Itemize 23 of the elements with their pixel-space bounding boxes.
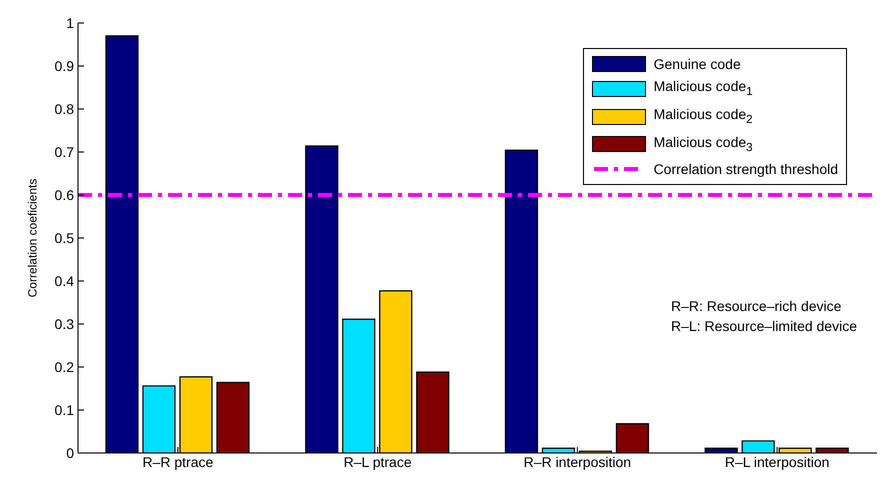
- y-tick-label: 0.6: [54, 186, 74, 203]
- y-tick-label: 0: [66, 444, 74, 461]
- y-tick-label: 1: [66, 14, 74, 31]
- legend-label: Malicious code$_{1}$: [654, 77, 753, 100]
- y-tick-label: 0.7: [54, 144, 74, 160]
- y-tick-label: 0.9: [54, 58, 74, 74]
- y-tick-label: 0.5: [54, 230, 74, 246]
- x-tick-label: R–R interposition: [524, 454, 632, 470]
- annotation: R–R: Resource–rich device: [671, 297, 842, 316]
- y-tick-label: 0.3: [54, 316, 74, 332]
- y-tick-label: 0.4: [54, 272, 74, 289]
- y-tick-label: 0.1: [54, 402, 74, 418]
- y-axis-title: Correlation coeficients: [25, 178, 40, 298]
- legend-label: Genuine code: [654, 55, 741, 74]
- legend-label: Malicious code$_{2}$: [654, 104, 753, 128]
- y-tick-label: 0.2: [54, 358, 74, 375]
- annotation: R–L: Resource–limited device: [671, 317, 857, 336]
- y-tick-label: 0.8: [54, 100, 74, 117]
- legend-label: Malicious code$_{3}$: [654, 132, 753, 156]
- x-tick-label: R–L interposition: [724, 454, 830, 470]
- x-tick-label: R–R ptrace: [142, 454, 214, 470]
- legend-label: Correlation strength threshold: [654, 160, 838, 180]
- x-tick-label: R–L ptrace: [344, 454, 412, 470]
